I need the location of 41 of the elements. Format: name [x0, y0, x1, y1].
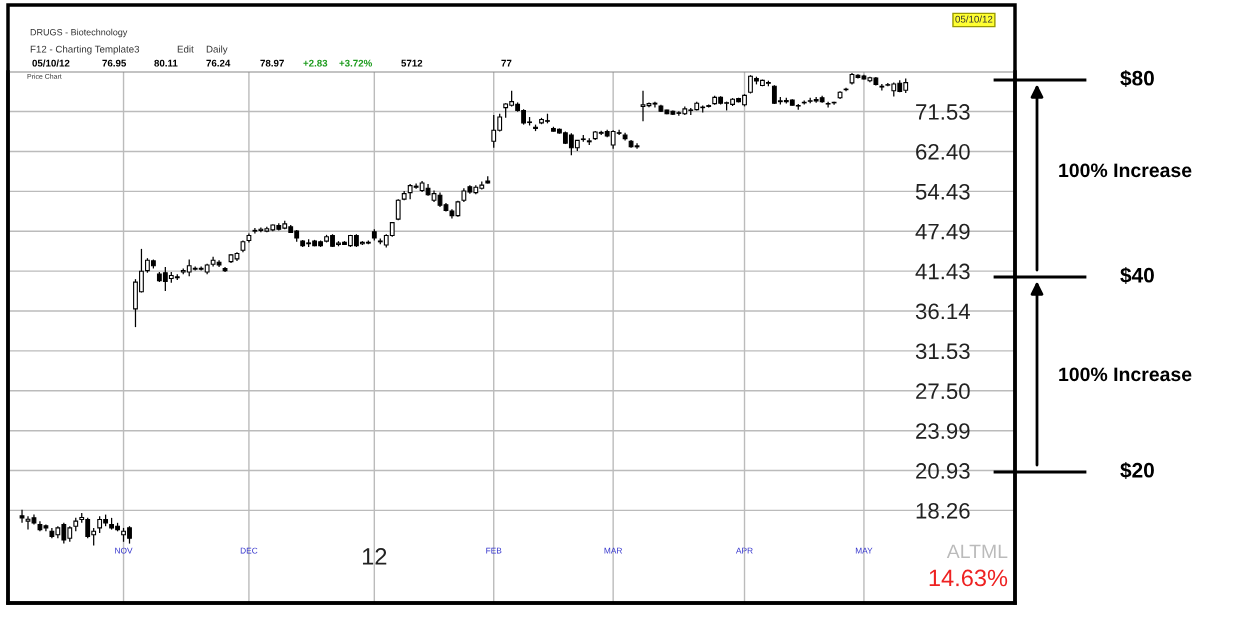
x-tick-label: 12 [362, 548, 387, 565]
text: Daily [206, 45, 228, 55]
y-tick-label: 71.53 [916, 104, 970, 120]
text: +2.83 [303, 59, 328, 67]
text: 77 [501, 59, 512, 67]
text: Edit [177, 45, 194, 53]
text: $80 [1120, 69, 1154, 87]
x-tick-label: MAR [604, 547, 623, 554]
text: 05/10/12 [32, 59, 70, 67]
y-tick-label: 47.49 [915, 223, 970, 240]
x-tick-label: MAY [855, 547, 873, 554]
text: 100% Increase [1059, 163, 1192, 178]
y-tick-label: 20.93 [916, 463, 970, 479]
text: 76.24 [206, 59, 231, 67]
y-tick-label: 23.99 [916, 423, 970, 439]
text: F12 - Charting Template3 [30, 45, 140, 55]
y-tick-label: 41.43 [915, 263, 970, 280]
text: 78.97 [260, 59, 284, 67]
text: $20 [1120, 461, 1154, 479]
x-tick-label: FEB [486, 547, 502, 554]
candlestick [825, 101, 831, 109]
text: $40 [1120, 266, 1154, 284]
chart-title: DRUGS - Biotechnology [30, 28, 128, 38]
y-tick-label: 27.50 [916, 383, 970, 400]
text: 100% Increase [1059, 367, 1192, 382]
y-tick-label: 54.43 [915, 183, 970, 200]
y-tick-label: 36.14 [915, 303, 970, 320]
y-tick-label: 62.40 [916, 143, 970, 160]
y-tick-label: 31.53 [915, 343, 970, 360]
text: 76.95 [102, 59, 127, 67]
x-tick-label: NOV [115, 547, 133, 554]
x-tick-label: DEC [240, 547, 258, 554]
y-tick-label: 18.26 [916, 502, 970, 519]
text: 80.11 [154, 59, 178, 67]
text: 5712 [401, 59, 423, 67]
text: +3.72% [339, 59, 372, 67]
text: 05/10/12 [955, 15, 993, 23]
text: ALTML [946, 544, 1008, 559]
x-tick-label: APR [735, 547, 753, 554]
candlestick [19, 509, 25, 524]
text: 14.63% [929, 569, 1008, 587]
